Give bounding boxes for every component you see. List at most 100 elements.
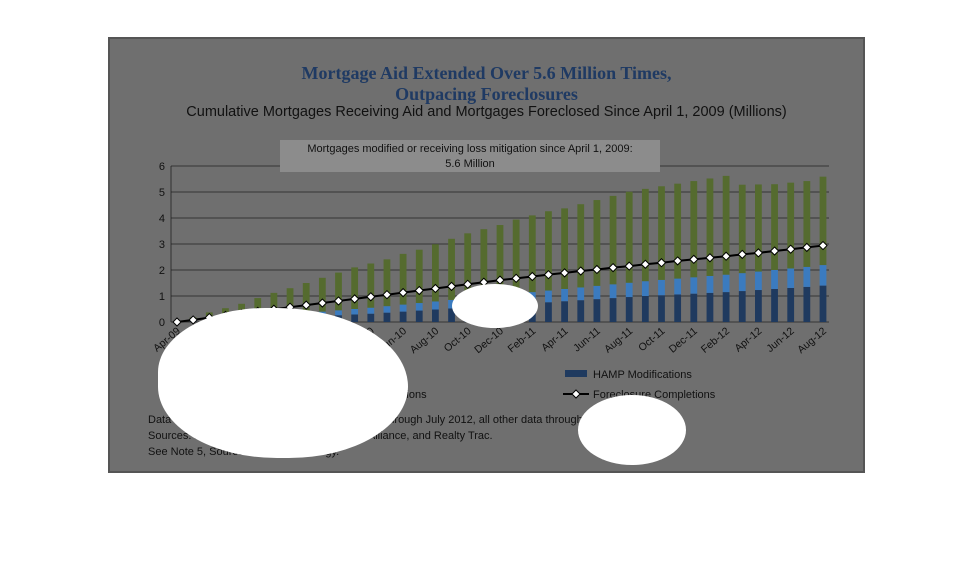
bar-Nov-11-series-3 [674, 183, 682, 279]
bar-Jun-10-series-1 [399, 304, 407, 312]
x-tick-label-Aug-10: Aug-10 [408, 325, 442, 356]
bar-Jul-10-series-3 [415, 249, 423, 304]
bar-Apr-12-series-3 [755, 184, 762, 272]
bar-May-10-series-0 [383, 312, 391, 322]
chart-title: Mortgage Aid Extended Over 5.6 Million T… [110, 63, 863, 105]
chart-title-line2: Outpacing Foreclosures [395, 84, 578, 104]
bar-Aug-12-series-0 [819, 285, 827, 322]
point-Feb-11 [527, 271, 538, 282]
chart-subtitle: Cumulative Mortgages Receiving Aid and M… [186, 104, 787, 120]
bar-Mar-10-series-0 [351, 314, 359, 322]
point-Aug-12 [818, 240, 828, 251]
point-Mar-11 [543, 269, 554, 280]
x-tick-label-Dec-11: Dec-11 [667, 325, 700, 356]
x-tick-label-Dec-10: Dec-10 [472, 325, 506, 356]
legend-marker [571, 389, 581, 399]
x-tick-label-Feb-11: Feb-11 [506, 325, 539, 355]
bar-Feb-12-series-1 [722, 274, 730, 293]
point-Jun-10 [398, 287, 408, 298]
bar-Jan-10-series-3 [318, 277, 326, 312]
point-Jan-11 [511, 273, 521, 284]
x-tick-label-Oct-11: Oct-11 [636, 325, 667, 354]
bar-Jan-12-series-3 [706, 178, 714, 276]
bar-Jul-12-series-3 [803, 181, 811, 267]
bar-Aug-11-series-3 [625, 191, 633, 283]
bar-Nov-09-series-3 [286, 288, 294, 315]
bar-Sep-10-series-1 [448, 299, 455, 309]
bar-Oct-10-series-3 [464, 233, 472, 299]
bar-Mar-10-series-3 [351, 267, 359, 309]
point-Mar-12 [737, 249, 747, 260]
point-May-12 [769, 246, 780, 256]
legend-label-1: HAMP Modifications [593, 369, 692, 381]
bar-Aug-12-series-1 [819, 265, 827, 286]
bar-May-11-series-0 [577, 300, 585, 322]
point-Apr-09 [172, 317, 182, 327]
bar-Jan-11-series-3 [512, 219, 520, 294]
point-Dec-11 [689, 254, 699, 265]
bar-Jul-12-series-0 [803, 286, 811, 322]
bar-Apr-12-series-1 [755, 271, 762, 291]
x-tick-label-Aug-11: Aug-11 [602, 325, 635, 356]
bar-May-10-series-3 [383, 259, 391, 307]
bar-Aug-11-series-1 [625, 282, 633, 298]
bar-Jan-12-series-1 [706, 275, 714, 293]
bar-Jun-10-series-0 [399, 311, 407, 322]
bar-Aug-12-series-3 [819, 176, 827, 266]
bar-Aug-10-series-0 [432, 309, 439, 322]
x-tick-label-Apr-11: Apr-11 [539, 325, 570, 354]
chart-title-line1: Mortgage Aid Extended Over 5.6 Million T… [301, 63, 672, 83]
bar-Dec-09-series-3 [302, 283, 310, 313]
bar-Oct-09-series-3 [270, 292, 278, 316]
point-May-10 [382, 289, 392, 300]
bar-Jul-12-series-1 [803, 266, 811, 287]
bar-Mar-11-series-1 [545, 290, 552, 303]
annotation-line2: 5.6 Million [445, 158, 495, 170]
bar-Jun-11-series-3 [593, 200, 601, 286]
y-tick-label-4: 4 [159, 213, 165, 225]
bar-Aug-11-series-0 [625, 297, 633, 322]
bar-Jun-11-series-1 [593, 285, 601, 300]
bar-May-11-series-1 [577, 287, 585, 301]
bar-Apr-11-series-3 [561, 208, 568, 289]
bar-May-12-series-1 [771, 270, 778, 289]
bar-Jun-10-series-3 [399, 253, 407, 305]
bar-Mar-12-series-3 [738, 184, 746, 274]
bar-Nov-11-series-1 [674, 278, 682, 295]
bar-Apr-11-series-0 [561, 301, 568, 322]
legend-swatch-1 [565, 370, 587, 377]
bar-May-12-series-3 [771, 184, 778, 270]
bar-Sep-11-series-1 [641, 281, 649, 296]
bar-Oct-11-series-1 [658, 279, 665, 296]
bar-May-10-series-1 [383, 306, 391, 313]
y-tick-label-0: 0 [159, 317, 165, 329]
point-Sep-11 [640, 259, 651, 269]
x-tick-label-Aug-12: Aug-12 [795, 325, 829, 356]
y-tick-label-1: 1 [159, 291, 165, 303]
point-Apr-12 [753, 248, 764, 258]
point-Aug-11 [624, 261, 634, 271]
bar-Mar-10-series-1 [351, 309, 359, 315]
bar-Apr-12-series-0 [755, 290, 762, 322]
point-Oct-11 [656, 258, 667, 268]
point-Feb-10 [333, 296, 344, 306]
x-tick-label-Oct-10: Oct-10 [442, 325, 474, 355]
bar-Apr-11-series-1 [561, 288, 568, 302]
bar-Feb-12-series-3 [722, 175, 730, 275]
chart-annotation: Mortgages modified or receiving loss mit… [280, 140, 660, 172]
bar-Sep-10-series-0 [448, 308, 455, 322]
bar-Jul-11-series-3 [609, 195, 617, 285]
highlight-blob-left [158, 308, 408, 458]
point-Jul-11 [608, 262, 618, 273]
bar-Jun-12-series-1 [787, 268, 795, 288]
bar-Jul-11-series-0 [609, 298, 617, 322]
bar-Jul-10-series-1 [415, 303, 423, 311]
point-Jul-12 [802, 242, 812, 253]
highlight-blob-bottom-right [578, 395, 686, 465]
x-tick-label-Apr-12: Apr-12 [732, 325, 764, 355]
y-tick-label-2: 2 [159, 265, 165, 277]
point-Jul-10 [414, 285, 424, 296]
bar-Jul-11-series-1 [609, 284, 617, 299]
bar-Mar-12-series-1 [738, 273, 746, 292]
bar-Jun-11-series-0 [593, 299, 601, 322]
